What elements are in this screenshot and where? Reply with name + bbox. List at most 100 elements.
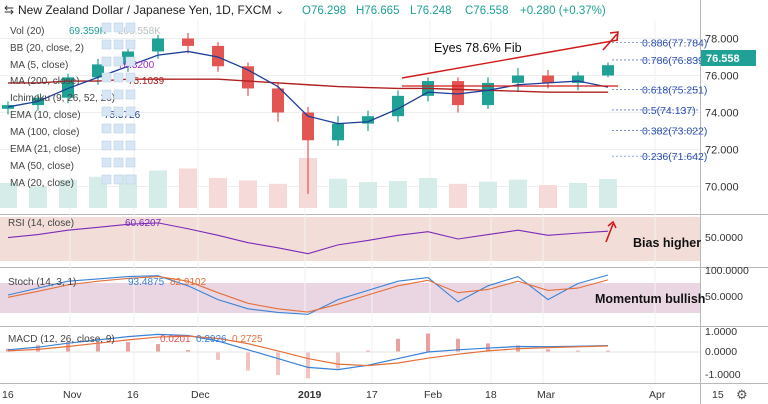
ma20-label[interactable]: MA (20, close) xyxy=(10,178,74,189)
legend-toggle-icon xyxy=(101,89,112,100)
legend-toggle-icon xyxy=(101,72,112,83)
time-label: Nov xyxy=(63,389,82,401)
chevron-icon[interactable]: ⌄ xyxy=(275,5,284,17)
vol-label[interactable]: Vol (20) xyxy=(10,26,44,37)
legend-toggle-icon xyxy=(125,157,136,168)
time-label: 17 xyxy=(366,389,378,401)
price-tick: 70.000 xyxy=(705,182,739,194)
time-axis: 16 Nov 16 Dec 2019 17 Feb 18 Mar Apr 15 xyxy=(2,389,724,401)
volume-bar xyxy=(239,180,257,208)
settings-gear-icon[interactable]: ⚙ xyxy=(736,387,748,402)
legend-toggle-icon xyxy=(101,123,112,134)
candle-body xyxy=(62,77,74,98)
volume-bar xyxy=(149,170,167,208)
macd-hist-value: 0.0201 xyxy=(160,334,191,345)
legend-toggle-icon xyxy=(125,39,136,50)
candle-body xyxy=(302,112,314,141)
stoch-band xyxy=(0,283,700,313)
rsi-arrow-head-icon xyxy=(607,220,617,229)
legend-toggle-icon xyxy=(101,56,112,67)
macd-tick-1: 1.0000 xyxy=(705,326,737,338)
candle-body xyxy=(482,82,494,106)
volume-bar xyxy=(539,185,557,208)
macd-histogram-bar xyxy=(336,352,340,369)
time-label: 16 xyxy=(2,389,14,401)
panel-divider xyxy=(0,326,768,327)
stoch-label[interactable]: Stoch (14, 3, 1) xyxy=(8,277,76,288)
volume-bars xyxy=(0,158,617,208)
ohlc-low: L76.248 xyxy=(410,5,452,17)
ma50-label[interactable]: MA (50, close) xyxy=(10,161,74,172)
vol-value: 69.359K xyxy=(69,26,107,37)
legend-toggle-icon xyxy=(125,174,136,185)
macd-signal-line xyxy=(7,335,609,367)
macd-histogram-bar xyxy=(306,352,310,379)
legend-toggle-icon xyxy=(113,106,124,117)
time-label: 18 xyxy=(485,389,497,401)
volume-bar xyxy=(29,186,47,208)
ma200-label[interactable]: MA (200, close) xyxy=(10,76,79,87)
ema10-label[interactable]: EMA (10, close) xyxy=(10,110,81,121)
macd-tick-neg1: -1.0000 xyxy=(705,369,741,381)
ema21-label[interactable]: EMA (21, close) xyxy=(10,144,81,155)
rsi-label[interactable]: RSI (14, close) xyxy=(8,218,74,229)
macd-label[interactable]: MACD (12, 26, close, 9) xyxy=(8,334,115,345)
macd-histogram-bar xyxy=(546,349,550,352)
rsi-value: 60.6207 xyxy=(125,218,162,229)
legend-toggle-icon xyxy=(125,56,136,67)
price-tick: 76.000 xyxy=(705,71,739,83)
ohlc-close: C76.558 xyxy=(465,5,508,17)
volume-bar xyxy=(89,176,107,208)
fib-levels: 0.886(77.784) 0.786(76.839) 0.618(75.251) 0… xyxy=(612,37,707,163)
candle-body xyxy=(542,75,554,83)
panel-divider xyxy=(0,214,768,215)
macd-histogram-bar xyxy=(36,345,40,352)
legend-toggle-icon xyxy=(101,140,112,151)
vol-value2: 209.558K xyxy=(118,26,161,37)
candle-body xyxy=(332,123,344,141)
time-label: Dec xyxy=(191,389,210,401)
price-axis-divider xyxy=(700,0,701,404)
macd-line-value: 0.2926 xyxy=(196,334,227,345)
volume-bar xyxy=(449,183,467,208)
fib-label: 0.786(76.839) xyxy=(642,55,707,67)
legend-toggle-icon xyxy=(101,22,112,33)
ma200-value: 75.1039 xyxy=(128,76,165,87)
fib-label: 0.5(74.137) xyxy=(642,105,696,117)
legend-icons xyxy=(101,22,136,185)
legend-toggle-icon xyxy=(101,174,112,185)
legend-toggle-icon xyxy=(113,174,124,185)
volume-bar xyxy=(419,178,437,208)
volume-bar xyxy=(209,178,227,208)
volume-bar xyxy=(509,179,527,208)
ma5-label[interactable]: MA (5, close) xyxy=(10,60,68,71)
macd-histogram-bar xyxy=(426,333,430,352)
time-label: 15 xyxy=(712,389,724,401)
rsi-tick: 50.0000 xyxy=(705,232,743,244)
ichimoku-label[interactable]: Ichimoku (9, 26, 52, 26) xyxy=(10,93,115,104)
chart-title: New Zealand Dollar / Japanese Yen, 1D, F… xyxy=(18,3,271,17)
legend-toggle-icon xyxy=(101,39,112,50)
volume-bar xyxy=(269,183,287,208)
stoch-d-line xyxy=(7,276,609,313)
macd-histogram-bar xyxy=(366,350,370,352)
macd-histogram-bar xyxy=(456,338,460,352)
macd-histogram-bar xyxy=(156,344,160,352)
candle-body xyxy=(182,38,194,46)
ohlc-open: O76.298 xyxy=(302,5,346,17)
candle-body xyxy=(452,81,464,106)
time-label: 2019 xyxy=(298,389,322,401)
bb-label[interactable]: BB (20, close, 2) xyxy=(10,43,84,54)
indicator-legend: Vol (20) 69.359K 209.558K BB (20, close,… xyxy=(10,26,165,189)
ma5-value: 76.3200 xyxy=(118,60,155,71)
price-tick: 72.000 xyxy=(705,145,739,157)
panel-divider xyxy=(0,383,768,384)
oscillators xyxy=(0,222,700,379)
legend-toggle-icon xyxy=(125,72,136,83)
legend-toggle-icon xyxy=(113,39,124,50)
ma100-label[interactable]: MA (100, close) xyxy=(10,127,79,138)
legend-toggle-icon xyxy=(113,56,124,67)
price-axis-ticks: 78.000 76.000 74.000 72.000 70.000 xyxy=(705,34,739,194)
macd-tick-0: 0.0000 xyxy=(705,346,737,358)
